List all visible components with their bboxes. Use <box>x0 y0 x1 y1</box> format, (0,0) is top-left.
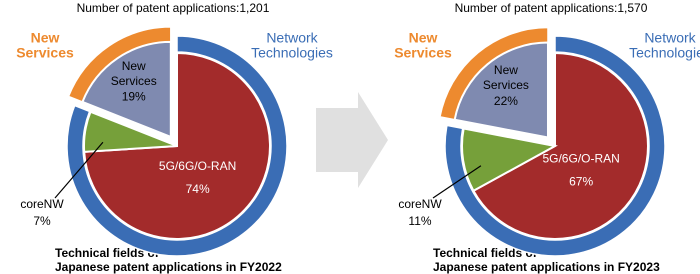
value-label: 19% <box>122 89 146 103</box>
ring-label: New Services <box>16 29 74 60</box>
pie-slice <box>461 127 558 193</box>
slice-label: 5G/6G/O-RAN <box>159 159 236 173</box>
chart-title: Number of patent applications:1,570 <box>455 1 648 15</box>
arrow <box>316 92 388 188</box>
caption: Technical fields of <box>55 246 160 260</box>
value-label: 11% <box>408 214 431 228</box>
caption: Japanese patent applications in FY2022 <box>55 260 282 274</box>
pie-slice <box>472 51 649 240</box>
chart-title: Number of patent applications:1,201 <box>77 1 270 15</box>
caption: Japanese patent applications in FY2023 <box>433 260 660 274</box>
leader-line <box>432 165 482 199</box>
value-label: 7% <box>33 214 51 228</box>
pie-slice <box>83 110 178 153</box>
leader-line <box>54 141 104 199</box>
value-label: 67% <box>569 175 593 189</box>
value-label: 74% <box>186 182 210 196</box>
slice-label: coreNW <box>20 197 64 211</box>
slice-label: 5G/6G/O-RAN <box>542 152 619 166</box>
value-label: 22% <box>494 94 518 108</box>
caption: Technical fields of <box>433 246 538 260</box>
slice-label: coreNW <box>398 197 442 211</box>
slice-label: New Services <box>483 63 529 92</box>
slice-label: New Services <box>111 59 157 88</box>
ring-label: New Services <box>394 29 452 60</box>
pie-slice <box>81 40 172 139</box>
pie-slice <box>453 41 549 139</box>
